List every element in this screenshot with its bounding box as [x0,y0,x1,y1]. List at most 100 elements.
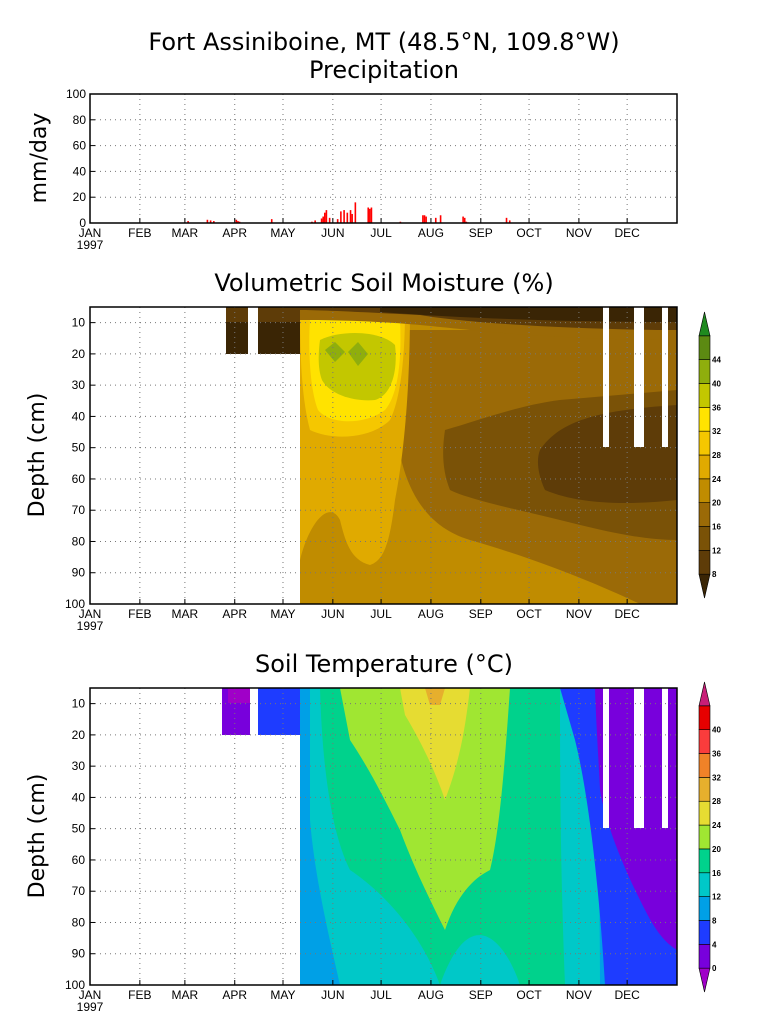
precip-y-tick-label: 60 [73,139,87,153]
st-y-tick-label: 30 [72,759,86,773]
precip-bar [422,215,424,223]
precip-bar [343,210,345,223]
st-x-tick-label: NOV [566,988,592,1002]
precip-bar [213,221,215,223]
sm-y-tick-label: 90 [72,566,86,580]
st-colorbar-label: 16 [712,869,721,878]
sm-colorbar-label: 44 [712,356,721,365]
sm-colorbar-end [698,311,711,337]
soil-temperature-field [222,688,677,985]
st-colorbar-segment [698,848,711,874]
precip-bar [367,207,370,223]
precip-bar [187,221,189,223]
sm-colorbar-label: 32 [712,427,721,436]
st-colorbar-end [698,967,711,993]
st-colorbar-label: 24 [712,821,721,830]
st-colorbar-segment [698,705,711,730]
precip-bar [320,218,323,223]
sm-year-label: 1997 [77,619,104,633]
sm-colorbar-label: 12 [712,546,721,555]
st-colorbar-label: 36 [712,750,721,759]
soil-moisture-y-ticks: 10 20 30 40 50 60 70 80 90 100 [65,316,95,611]
soil-moisture-y-axis-label: Depth (cm) [25,393,50,518]
precip-x-tick-label: NOV [566,226,592,240]
precip-x-tick-label: DEC [614,226,640,240]
sm-x-tick-label: MAY [270,607,295,621]
soil-temperature-title: Soil Temperature (°C) [255,650,513,678]
precip-bar [370,207,373,223]
st-colorbar-label: 28 [712,797,721,806]
sm-x-tick-label: NOV [566,607,592,621]
sm-colorbar-segment [698,502,711,527]
st-x-tick-label: DEC [614,988,640,1002]
precip-bar [423,215,426,223]
precip-y-tick-label: 0 [79,216,86,230]
precip-bar [505,217,508,223]
precip-x-tick-label: JUN [321,226,344,240]
sm-y-tick-label: 100 [65,597,85,611]
sm-colorbar-segment [698,359,711,384]
sm-colorbar-label: 28 [712,451,721,460]
precip-bar [425,216,427,223]
st-year-label: 1997 [77,1000,104,1014]
st-x-tick-label: JUN [321,988,344,1002]
precip-y-tick-label: 100 [66,87,86,101]
st-colorbar-segment [698,872,711,897]
st-x-tick-label: OCT [516,988,542,1002]
precip-y-tick-label: 20 [73,190,87,204]
st-x-tick-label: JUL [370,988,392,1002]
st-colorbar-segment [698,944,711,969]
precip-bar [439,215,442,223]
soil-moisture-field [226,307,677,604]
st-y-tick-label: 20 [72,728,86,742]
precip-bar [336,219,339,223]
st-y-tick-label: 10 [72,697,86,711]
figure-title: Fort Assiniboine, MT (48.5°N, 109.8°W) [148,28,619,56]
sm-colorbar-segment [698,407,711,432]
sm-colorbar-label: 20 [712,499,721,508]
precip-bar [508,220,511,223]
sm-x-tick-label: AUG [418,607,444,621]
precip-bars [187,202,511,223]
st-x-tick-label: MAR [172,988,199,1002]
precip-bar [349,210,352,223]
st-y-tick-label: 90 [72,947,86,961]
soil-moisture-x-ticks: JAN FEB MAR APR MAY JUN JUL AUG SEP OCT NOV DEC 1997 [77,599,640,633]
soil-temperature-y-ticks: 10 20 30 40 50 60 70 80 90 100 [65,697,95,992]
precip-bar [209,220,212,223]
sm-y-tick-label: 70 [72,503,86,517]
st-y-tick-label: 100 [65,978,85,992]
precip-x-tick-label: MAY [270,226,295,240]
precip-gridlines [90,94,677,223]
st-x-tick-label: AUG [418,988,444,1002]
st-colorbar-label: 4 [712,940,717,949]
soil-temperature-y-axis-label: Depth (cm) [25,774,50,899]
precip-x-tick-label: APR [222,226,247,240]
precip-bar [328,217,331,223]
soil-moisture-title: Volumetric Soil Moisture (%) [214,269,553,297]
precip-bar [237,221,239,223]
sm-colorbar-end [698,573,711,599]
precip-bar [463,217,466,223]
st-colorbar-segment [698,920,711,945]
sm-colorbar-segment [698,383,711,408]
precip-x-tick-label: AUG [418,226,444,240]
st-colorbar-segment [698,777,711,802]
sm-x-tick-label: SEP [469,607,493,621]
sm-y-tick-label: 40 [72,409,86,423]
precip-x-ticks: JAN FEB MAR APR MAY JUN JUL AUG SEP OCT NOV DEC 1997 [77,218,640,252]
precip-y-ticks: 0 20 40 60 80 100 [66,87,95,230]
st-y-tick-label: 80 [72,915,86,929]
precip-y-tick-label: 80 [73,113,87,127]
st-y-tick-label: 50 [72,822,86,836]
st-x-tick-label: APR [222,988,247,1002]
soil-moisture-colorbar: 8 12 16 20 24 28 32 36 40 44 [698,311,721,599]
precip-x-tick-label: FEB [128,226,151,240]
sm-colorbar-segment [698,526,711,551]
sm-colorbar-segment [698,454,711,480]
sm-y-tick-label: 60 [72,472,86,486]
st-colorbar-label: 32 [712,773,721,782]
sm-x-tick-label: JAN [79,607,102,621]
